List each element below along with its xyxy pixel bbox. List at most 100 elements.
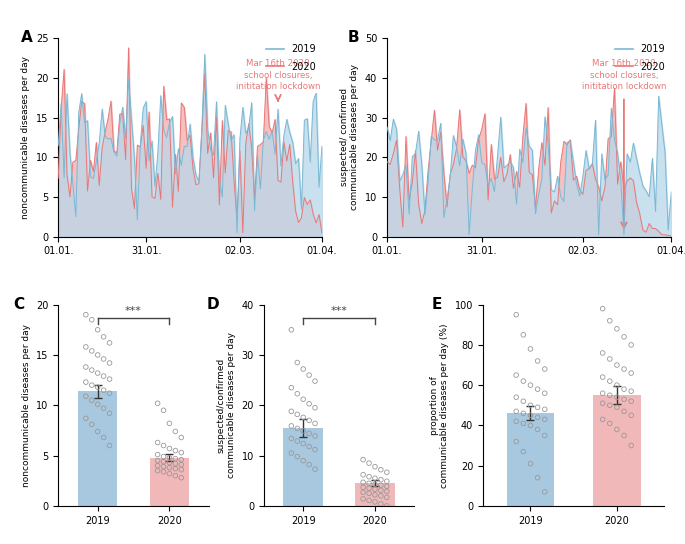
Point [604,401,615,410]
Point [597,389,608,398]
Point [92,427,103,436]
Point [612,361,623,369]
Point [158,462,169,471]
Point [625,397,636,406]
Point [369,485,380,493]
Y-axis label: noncommunicable diseases per day: noncommunicable diseases per day [21,56,30,219]
Point [303,399,314,408]
Text: Mar 16th 2020
school closures,
inititation lockdown: Mar 16th 2020 school closures, inititati… [236,59,321,91]
Point [310,404,321,412]
Point [518,419,529,428]
Point [375,499,386,508]
Point [358,455,369,464]
Point [104,358,115,367]
Point [358,478,369,487]
Point [364,496,375,505]
Point [292,358,303,367]
Point [292,424,303,433]
Point [375,481,386,490]
Point [152,438,163,447]
Point [298,456,309,465]
Point [86,316,97,324]
Point [298,426,309,435]
Point [532,425,543,434]
Point [164,463,175,472]
Y-axis label: noncommunicable diseases per day: noncommunicable diseases per day [21,324,31,487]
Point [170,454,181,463]
Point [619,332,630,341]
Point [358,488,369,497]
Y-axis label: suspected/ confirmed
communicable diseases per day: suspected/ confirmed communicable diseas… [340,64,360,211]
Point [619,364,630,373]
Point [369,480,380,489]
Point [176,465,187,474]
Text: A: A [21,30,33,45]
Point [604,317,615,325]
Text: Mar 16th 2020
school closures,
inititation lockdown: Mar 16th 2020 school closures, inititati… [582,59,667,91]
Point [310,465,321,473]
Point [92,350,103,359]
Text: D: D [206,296,219,312]
Point [382,482,393,491]
Legend: 2019, 2020: 2019, 2020 [262,40,320,76]
Point [98,372,109,380]
Text: B: B [347,30,359,45]
Point [80,363,91,372]
Point [164,458,175,467]
Point [170,446,181,455]
Point [525,344,536,353]
Point [364,479,375,487]
Point [80,414,91,423]
Point [98,433,109,442]
Point [86,396,97,405]
Text: C: C [13,296,24,312]
Point [375,486,386,494]
Text: E: E [432,296,443,312]
Bar [78,391,117,506]
Point [625,411,636,420]
Point [303,371,314,380]
Text: ***: *** [125,306,142,316]
Point [80,343,91,351]
Point [98,404,109,413]
Point [511,371,522,380]
Point [310,431,321,440]
Point [539,364,550,373]
Point [86,381,97,390]
Point [597,304,608,313]
Point [525,381,536,390]
Point [292,437,303,446]
Point [612,324,623,333]
Point [597,349,608,357]
Point [152,461,163,470]
Point [80,378,91,386]
Point [92,383,103,392]
Point [152,466,163,475]
Point [158,406,169,415]
Point [597,373,608,381]
Point [382,502,393,510]
Point [539,415,550,424]
Point [310,419,321,428]
Point [604,419,615,428]
Point [152,456,163,465]
Point [298,439,309,448]
Point [292,410,303,419]
Point [375,465,386,474]
Point [511,393,522,401]
Point [625,387,636,395]
Point [369,498,380,506]
Legend: 2019, 2020: 2019, 2020 [612,40,669,76]
Point [625,441,636,450]
Point [92,400,103,409]
Point [158,458,169,466]
Point [619,407,630,416]
Y-axis label: suspected/confirmed
communicable diseases per day: suspected/confirmed communicable disease… [216,332,236,478]
Point [80,392,91,400]
Point [525,421,536,430]
Point [170,427,181,436]
Point [303,429,314,438]
Point [104,375,115,384]
Point [310,445,321,454]
Point [597,399,608,407]
